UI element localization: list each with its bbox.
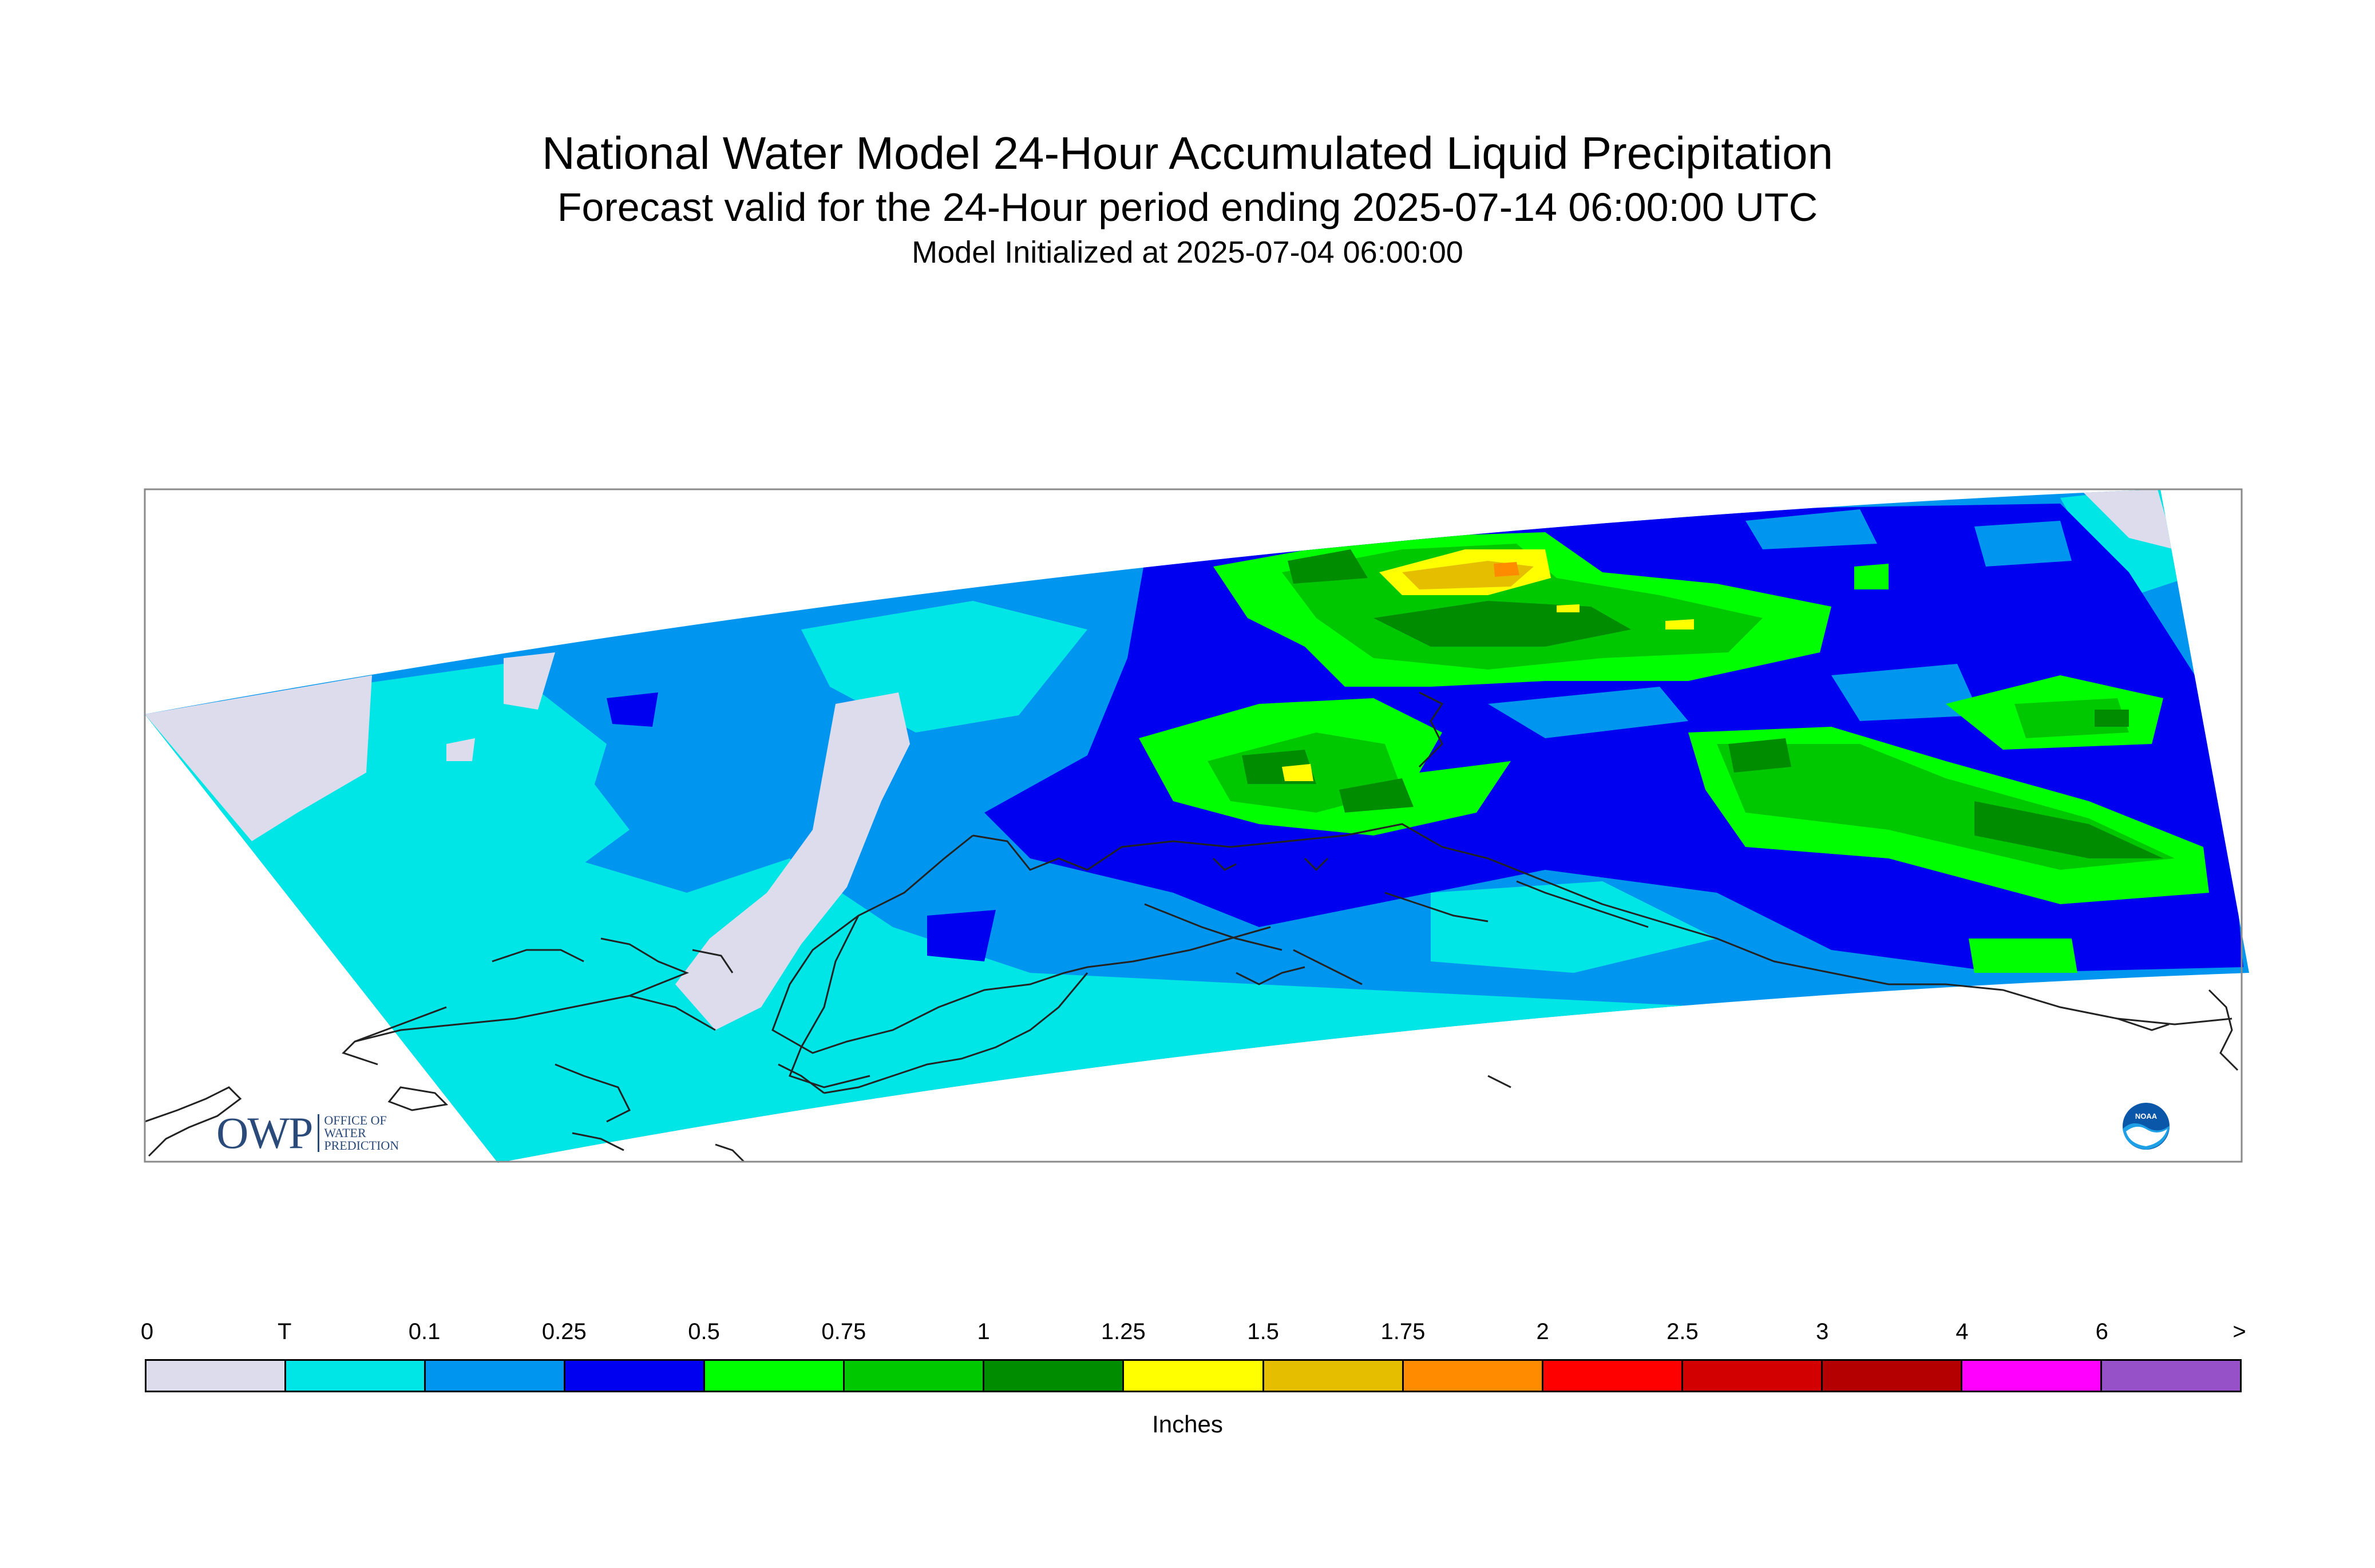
legend-tick-label: 6 bbox=[2095, 1319, 2108, 1344]
legend-swatch bbox=[1683, 1361, 1823, 1391]
legend-swatch bbox=[1543, 1361, 1683, 1391]
legend-swatch bbox=[1264, 1361, 1404, 1391]
legend-swatch bbox=[286, 1361, 426, 1391]
legend-tick-label: T bbox=[278, 1319, 292, 1344]
legend-swatch bbox=[705, 1361, 845, 1391]
owp-sub-line-2: WATER bbox=[324, 1126, 366, 1140]
legend-tick-label: 0.75 bbox=[821, 1319, 866, 1344]
map-subtitle: Forecast valid for the 24-Hour period en… bbox=[557, 185, 1818, 229]
legend-tick-label: 1.75 bbox=[1380, 1319, 1426, 1344]
legend-tick-label: 1.25 bbox=[1101, 1319, 1146, 1344]
map-border bbox=[144, 488, 2243, 1163]
legend-unit: Inches bbox=[1152, 1411, 1223, 1438]
legend-tick-label: 0.5 bbox=[688, 1319, 720, 1344]
legend-tick-label: 3 bbox=[1816, 1319, 1829, 1344]
legend-tick-label: > bbox=[2232, 1319, 2246, 1344]
map-title: National Water Model 24-Hour Accumulated… bbox=[542, 128, 1833, 179]
legend-swatch bbox=[1124, 1361, 1264, 1391]
legend-tick-label: 1 bbox=[977, 1319, 990, 1344]
owp-subtitle: OFFICE OF WATER PREDICTION bbox=[318, 1114, 399, 1152]
legend-bar bbox=[145, 1359, 2242, 1392]
owp-logo: OWP OFFICE OF WATER PREDICTION bbox=[216, 1107, 399, 1159]
owp-mark: OWP bbox=[216, 1108, 313, 1158]
legend-swatch bbox=[845, 1361, 985, 1391]
legend-swatch bbox=[1962, 1361, 2102, 1391]
owp-sub-line-3: PREDICTION bbox=[324, 1138, 399, 1153]
legend-tick-label: 0 bbox=[140, 1319, 154, 1344]
legend-swatch bbox=[2101, 1361, 2240, 1391]
svg-text:NOAA: NOAA bbox=[2135, 1112, 2158, 1120]
legend-tick-label: 1.5 bbox=[1247, 1319, 1279, 1344]
coastlines bbox=[144, 691, 2239, 1163]
owp-sub-line-1: OFFICE OF bbox=[324, 1113, 387, 1127]
legend-tick-label: 2 bbox=[1536, 1319, 1549, 1344]
legend-swatch bbox=[565, 1361, 706, 1391]
legend-tick-label: 4 bbox=[1956, 1319, 1969, 1344]
precip-field bbox=[145, 489, 2249, 1163]
legend-tick-label: 2.5 bbox=[1667, 1319, 1699, 1344]
legend-swatch bbox=[1403, 1361, 1543, 1391]
noaa-logo: NOAA bbox=[2123, 1103, 2170, 1150]
legend-swatch bbox=[147, 1361, 287, 1391]
legend-swatch bbox=[1822, 1361, 1962, 1391]
legend-swatch bbox=[984, 1361, 1125, 1391]
legend-tick-label: 0.25 bbox=[541, 1319, 587, 1344]
model-init-text: Model Initialized at 2025-07-04 06:00:00 bbox=[912, 235, 1463, 270]
legend-tick-label: 0.1 bbox=[408, 1319, 441, 1344]
legend-swatch bbox=[426, 1361, 566, 1391]
